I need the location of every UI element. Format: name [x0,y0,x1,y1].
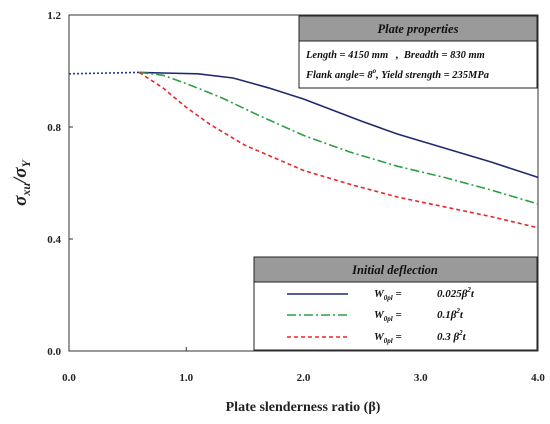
legend-title-bg [253,256,538,283]
y-axis-sigma: σ [10,195,31,206]
prefix-series-line [68,71,140,75]
legend-label-part: 0pl [384,294,393,302]
x-tick-label: 2.0 [297,372,311,384]
y-axis-title: σxu/σY [10,158,33,205]
legend-label-part: β [453,331,460,343]
y-axis-slash: /σ [10,167,31,185]
x-tick-label: 0.0 [62,372,76,384]
plate-properties-title: Plate properties [378,22,459,36]
y-axis-sub-y: Y [19,158,33,167]
ticks-layer: 0.0 1.0 2.0 3.0 4.0 0.0 0.4 0.8 1.2 [47,10,545,384]
plate-properties-title-bg [298,15,538,42]
legend-label-part: = [393,288,402,300]
y-axis-sub-xu: xu [19,183,33,197]
legend-label-part: β [461,288,468,300]
legend-label-part: 0.025 [437,288,462,300]
legend-label-part: = [393,309,402,321]
y-tick-label: 0.0 [47,346,61,358]
legend-label-part: t [460,309,464,321]
plate-properties-box: Plate properties Length = 4150 mm , Brea… [298,15,538,89]
legend-title: Initial deflection [351,263,438,277]
plate-properties-body [298,40,538,89]
y-tick-label-group: 0.4 [47,234,61,246]
y-tick-label-group: 0.0 [47,346,61,358]
legend-label-part: 0pl [384,315,393,323]
series-line-s2 [139,71,539,205]
legend-label-part: t [471,288,475,300]
flank-angle-degree: o [373,67,377,75]
legend-label-s2: W0pl = 0.1β2t [374,307,464,323]
legend-label-part: 0.1 [437,309,451,321]
legend-label-part: 2 [455,307,460,315]
x-tick-label: 3.0 [414,372,428,384]
series-line-s1 [139,71,539,179]
flank-angle-pre: Flank angle= 8 [305,70,373,81]
legend-label-s1: W0pl = 0.025β2t [374,286,475,302]
y-tick-label: 0.4 [47,234,61,246]
series-layer [68,71,539,229]
legend-label-part: 0pl [384,337,393,345]
legend-label-part: β [450,309,457,321]
plate-properties-line2: Flank angle= 8o, Yield strength = 235MPa [305,67,489,81]
legend-label-part: W [374,288,385,300]
legend-label-part: W [374,309,385,321]
yield-strength: , Yield strength = 235MPa [375,70,489,81]
x-tick-label-group: 1.0 [179,372,193,384]
legend-label-part: 2 [458,329,463,337]
series-line-s3 [138,71,539,229]
y-tick-label: 1.2 [47,10,61,22]
x-axis-title: Plate slenderness ratio (β) [226,400,381,415]
legend-label-part: = [393,331,402,343]
y-tick-label-group: 1.2 [47,10,61,22]
x-tick-label: 1.0 [179,372,193,384]
x-tick-label-group: 4.0 [531,372,545,384]
legend-label-part: t [463,331,467,343]
y-tick-label: 0.8 [47,122,61,134]
legend-label-part: 2 [466,286,471,294]
x-tick-label: 4.0 [531,372,545,384]
legend-label-part: 0.3 [437,331,454,343]
x-tick-label-group: 3.0 [414,372,428,384]
y-tick-label-group: 0.8 [47,122,61,134]
legend-label-s3: W0pl = 0.3 β2t [374,329,467,345]
x-tick-label-group: 2.0 [297,372,311,384]
x-tick-label-group: 0.0 [62,372,76,384]
legend-label-part: W [374,331,385,343]
plate-properties-line1: Length = 4150 mm , Breadth = 830 mm [305,50,485,61]
